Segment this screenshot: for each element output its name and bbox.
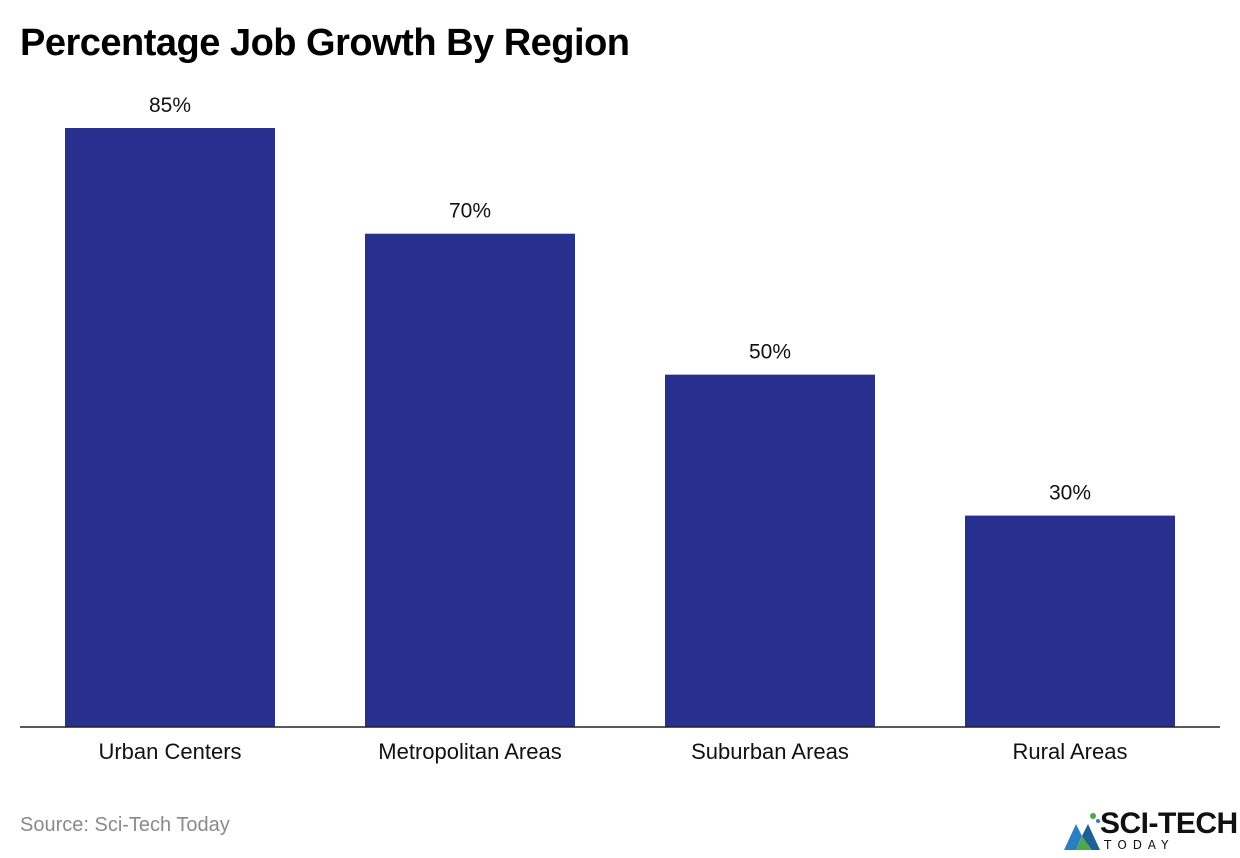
category-labels-group: Urban Centers Metropolitan Areas Suburban … xyxy=(98,739,1127,764)
value-label: 50% xyxy=(749,341,791,364)
value-label: 70% xyxy=(449,200,491,223)
value-label: 30% xyxy=(1049,482,1091,505)
category-label: Metropolitan Areas xyxy=(378,739,561,764)
bar-urban-centers xyxy=(65,128,275,727)
bar-metropolitan-areas xyxy=(365,233,575,728)
value-label: 85% xyxy=(149,94,191,117)
category-label: Urban Centers xyxy=(98,739,241,764)
category-label: Suburban Areas xyxy=(691,739,849,764)
bars-group xyxy=(65,128,1175,728)
chart-title: Percentage Job Growth By Region xyxy=(20,22,630,64)
category-label: Rural Areas xyxy=(1013,739,1128,764)
bar-suburban-areas xyxy=(665,374,875,727)
sci-tech-today-logo: SCI-TECH TODAY xyxy=(1062,807,1238,854)
logo-mark-icon xyxy=(1064,813,1100,850)
logo-subtitle: TODAY xyxy=(1104,838,1175,852)
value-labels-group: 85% 70% 50% 30% xyxy=(149,94,1091,505)
logo-name: SCI-TECH xyxy=(1100,807,1238,840)
bar-rural-areas xyxy=(965,515,1175,727)
source-note: Source: Sci-Tech Today xyxy=(20,814,230,836)
